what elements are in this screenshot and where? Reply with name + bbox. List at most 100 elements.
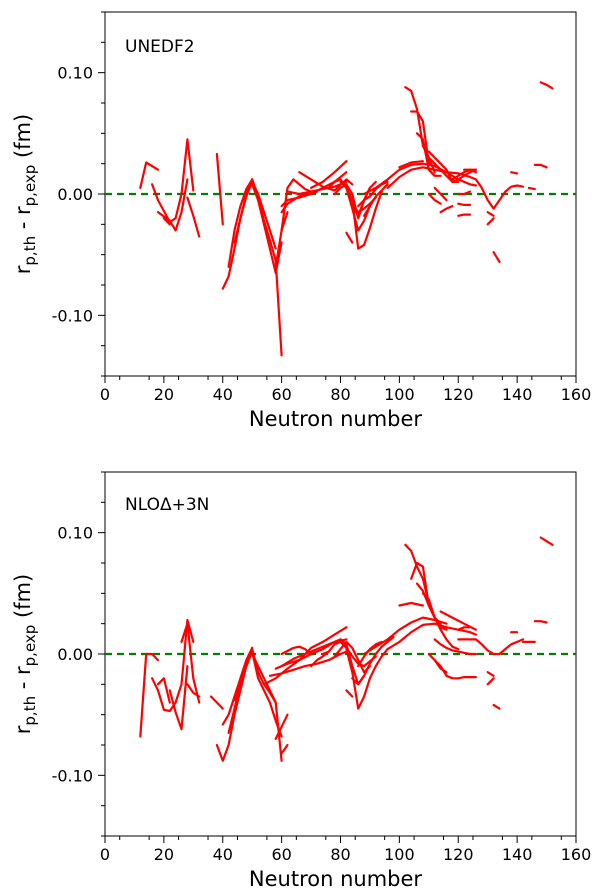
x-tick-label: 20 <box>154 385 174 404</box>
x-tick-label: 120 <box>443 845 474 864</box>
data-series-1 <box>151 138 195 223</box>
data-series-15 <box>280 743 289 755</box>
data-series-31 <box>410 110 430 165</box>
data-series-11 <box>251 647 283 762</box>
data-series-44 <box>474 178 525 210</box>
x-tick-label: 60 <box>271 845 291 864</box>
data-series-43 <box>474 638 525 656</box>
x-axis-title: Neutron number <box>249 867 423 891</box>
data-series-2 <box>156 178 189 232</box>
data-series-12 <box>251 650 283 738</box>
x-tick-label: 80 <box>330 385 350 404</box>
data-series-33 <box>421 144 436 174</box>
y-tick-label: -0.10 <box>52 306 93 325</box>
x-tick-label: 100 <box>384 845 415 864</box>
x-tick-label: 20 <box>154 845 174 864</box>
data-series-32 <box>415 132 442 177</box>
panel-title: NLOΔ+3N <box>125 495 209 515</box>
x-tick-label: 160 <box>561 845 592 864</box>
x-tick-label: 140 <box>502 845 533 864</box>
data-series-39 <box>439 205 454 214</box>
data-series-50 <box>533 163 548 169</box>
x-tick-label: 40 <box>213 385 233 404</box>
data-series-10 <box>233 650 254 702</box>
data-series-40 <box>457 190 472 196</box>
data-series-5 <box>215 152 224 226</box>
x-tick-label: 120 <box>443 385 474 404</box>
data-series-46 <box>486 217 495 226</box>
data-series-8 <box>221 646 254 726</box>
data-series-28 <box>345 689 354 698</box>
data-series-48 <box>510 171 519 175</box>
x-tick-label: 0 <box>100 845 110 864</box>
data-series-37 <box>433 638 477 656</box>
x-axis-title: Neutron number <box>249 407 423 431</box>
data-series-38 <box>445 174 460 183</box>
data-series-4 <box>180 622 201 704</box>
data-series-45 <box>486 677 495 686</box>
panel-unedf2: 0 20 40 60 80 100 120 140 160 -0.10 0.00 0.10 Neutro… <box>11 11 592 431</box>
data-series-41 <box>457 626 472 631</box>
data-series-17 <box>310 160 348 189</box>
data-series-8 <box>233 180 254 244</box>
data-series-42 <box>439 610 477 631</box>
data-series-26 <box>351 635 395 686</box>
data-series-33 <box>410 561 430 607</box>
data-series-49 <box>533 620 548 624</box>
y-tick-label: 0.00 <box>57 185 93 204</box>
panel-title: UNEDF2 <box>125 37 195 57</box>
data-series-6 <box>209 695 224 710</box>
data-series-10 <box>251 180 277 250</box>
data-series-21 <box>339 180 389 232</box>
data-series-26 <box>363 205 371 217</box>
data-series-19 <box>280 638 342 668</box>
data-series-31 <box>398 601 424 607</box>
y-tick-label: 0.00 <box>57 645 93 664</box>
data-series-23 <box>333 640 371 674</box>
data-series-29 <box>363 616 448 656</box>
data-series-3 <box>162 217 171 226</box>
data-series-46 <box>492 703 501 710</box>
x-tick-label: 40 <box>213 845 233 864</box>
data-series-22 <box>345 186 383 250</box>
data-series-27 <box>363 162 477 196</box>
data-series-20 <box>280 645 313 656</box>
x-tick-label: 140 <box>502 385 533 404</box>
data-series-1 <box>151 618 195 713</box>
data-series-2 <box>156 677 171 704</box>
data-series-45 <box>486 211 495 217</box>
data-series-41 <box>457 202 472 206</box>
data-series-11 <box>251 183 283 274</box>
data-series-13 <box>251 652 277 704</box>
data-series-50 <box>539 536 554 546</box>
data-series-4 <box>186 196 201 238</box>
x-tick-label: 0 <box>100 385 110 404</box>
data-series-3 <box>168 664 189 731</box>
data-series-16 <box>286 180 348 196</box>
x-tick-label: 60 <box>271 385 291 404</box>
data-series-47 <box>492 251 501 263</box>
data-series-42 <box>457 213 472 217</box>
data-series-51 <box>539 81 554 90</box>
data-series-0 <box>139 652 160 738</box>
y-axis-title: rp,th - rp,exp (fm) <box>11 574 39 734</box>
x-tick-label: 160 <box>561 385 592 404</box>
panel-nlo-delta-3n: 0 20 40 60 80 100 120 140 160 -0.10 0.00 0.10 Neutro… <box>11 471 592 891</box>
data-series-44 <box>486 671 495 677</box>
x-tick-label: 100 <box>384 385 415 404</box>
data-series-0 <box>139 161 160 189</box>
data-series-14 <box>274 713 289 741</box>
data-series-30 <box>386 622 477 651</box>
y-axis-title: rp,th - rp,exp (fm) <box>11 114 39 274</box>
data-series-5 <box>186 683 201 698</box>
data-series-24 <box>345 231 354 244</box>
data-series-37 <box>433 186 448 202</box>
data-series-49 <box>527 186 536 191</box>
data-series-7 <box>227 178 254 268</box>
y-tick-label: 0.10 <box>57 524 93 543</box>
data-series-21 <box>310 650 330 668</box>
data-series-39 <box>433 658 477 680</box>
y-tick-label: -0.10 <box>52 766 93 785</box>
data-series-13 <box>280 178 313 232</box>
